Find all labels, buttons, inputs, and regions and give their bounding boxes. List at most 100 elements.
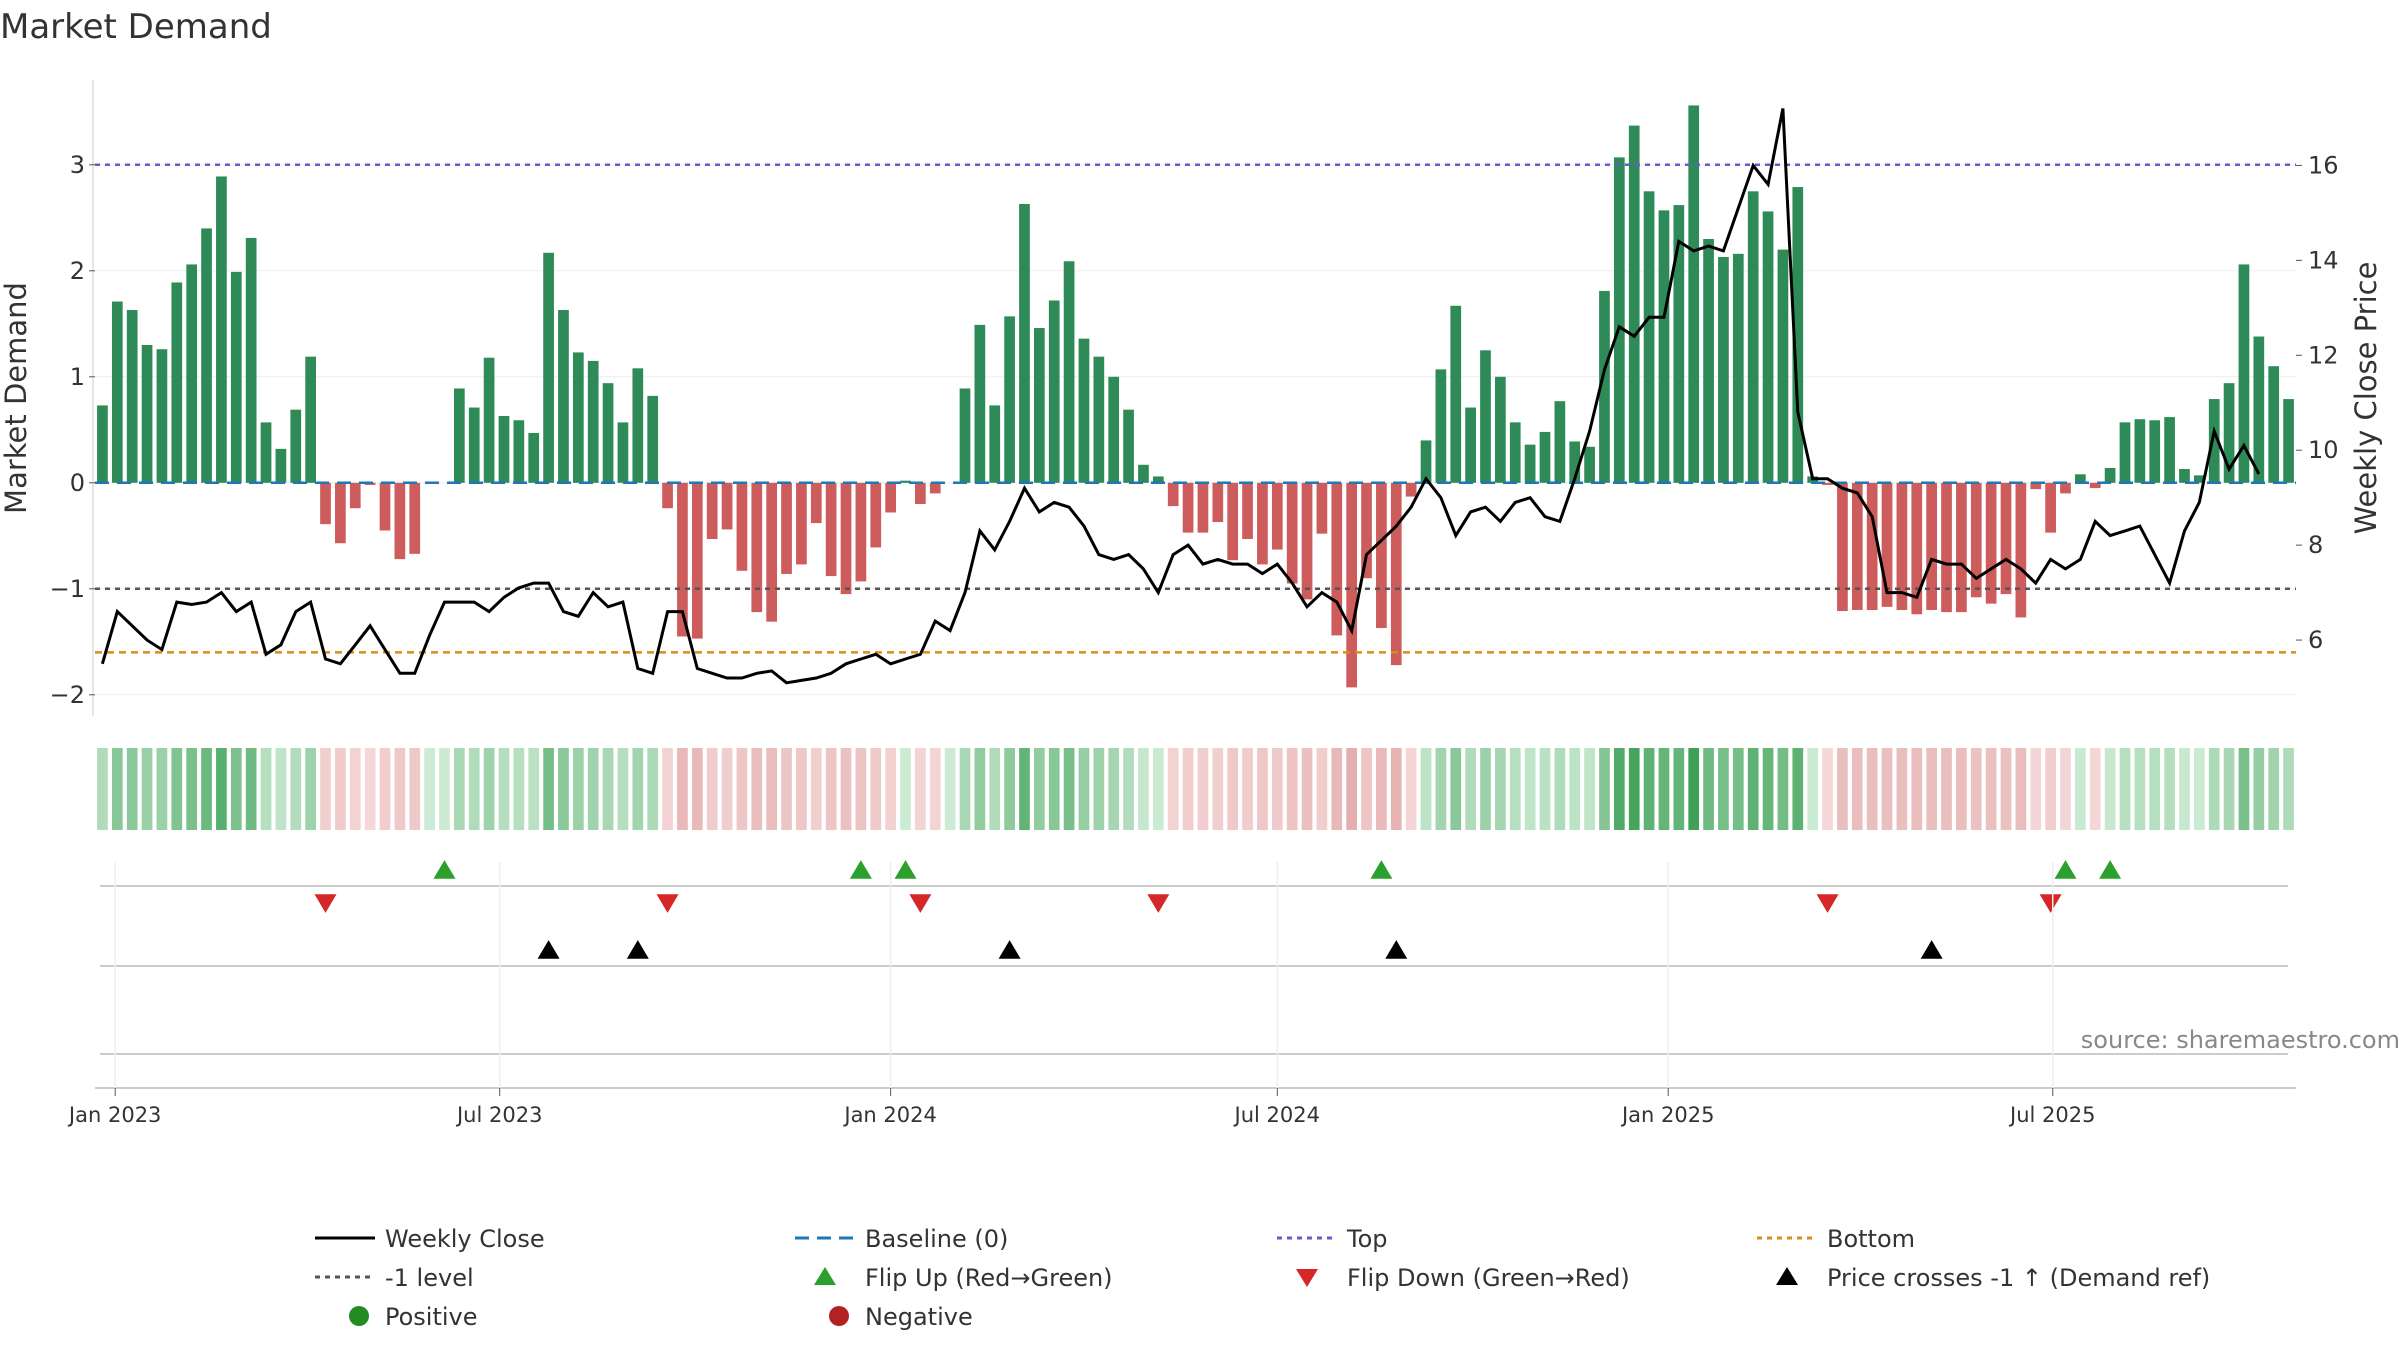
bar-positive [1420,440,1432,483]
bar-positive [2238,264,2250,483]
y2-tick-label: 10 [2308,436,2339,464]
bar-negative [1851,482,1863,610]
bar-positive [1019,204,1030,483]
x-tick-label: Jan 2025 [1620,1103,1715,1127]
bar-positive [1152,476,1164,483]
heatmap-cell [1718,748,1729,830]
y2-tick-label: 6 [2308,626,2323,654]
bar-positive [1004,316,1015,483]
bar-positive [1435,369,1447,483]
legend: Weekly Close Baseline (0) Top Bottom -1 leve… [315,1225,2210,1331]
heatmap-cell [989,748,1001,830]
bar-positive [1613,157,1625,483]
flip-up-marker [2054,860,2077,879]
heatmap-cell [1093,748,1105,830]
bar-negative [915,482,926,504]
heatmap-cell [1628,748,1640,830]
heatmap-cell [974,748,986,830]
bar-positive [1450,305,1462,483]
bar-positive [2268,366,2280,483]
heatmap-cell [721,748,733,830]
heatmap-cell [2223,748,2235,830]
bar-positive [1048,300,1060,483]
x-tick-label: Jul 2025 [2008,1103,2095,1127]
bar-negative [2045,482,2056,533]
price-cross-marker [1385,940,1408,959]
bar-negative [810,482,822,524]
heatmap-cell [186,748,198,830]
legend-label: Positive [385,1303,478,1331]
bar-positive [111,301,123,483]
bar-positive [171,282,183,483]
heatmap-cell [781,748,792,830]
heatmap-cell [602,748,614,830]
heatmap-cell [662,748,673,830]
legend-label: Top [1346,1225,1388,1253]
heatmap-cell [543,748,554,830]
bar-positive [186,264,198,483]
bar-positive [558,310,569,483]
heatmap-cell [736,748,748,830]
heatmap-cell [840,748,852,830]
demand-bars [97,105,2294,688]
heatmap-cell [260,748,272,830]
y-ticks-right: 6 8 10 12 14 16 [2296,151,2339,654]
heatmap-cell [171,748,183,830]
heatmap-cell [1078,748,1090,830]
bar-positive [1063,261,1075,483]
heatmap-cell [498,748,510,830]
bar-positive [1732,253,1744,483]
bar-negative [1911,482,1923,615]
bar-negative [1881,482,1893,607]
heatmap-cell [126,748,138,830]
bar-negative [662,482,673,509]
bar-positive [454,388,465,483]
heatmap-cell [1837,748,1848,830]
heatmap-cell [2134,748,2146,830]
bar-positive [97,405,108,483]
heatmap-cell [424,748,435,830]
bar-negative [349,482,361,509]
heatmap-cell [1033,748,1045,830]
heatmap-cell [1420,748,1432,830]
heatmap-cell [1822,748,1833,830]
heatmap-cell [1673,748,1685,830]
legend-swatch [349,1306,369,1326]
bar-negative [1197,482,1209,533]
bar-negative [1271,482,1283,550]
heatmap-cell [483,748,495,830]
heatmap-cell [2000,748,2012,830]
bar-negative [1212,482,1224,523]
bar-negative [1227,482,1239,561]
legend-label: Flip Up (Red→Green) [865,1264,1113,1292]
heatmap-cell [1346,748,1358,830]
bar-negative [2060,482,2071,494]
heatmap-cell [305,748,316,830]
heatmap-cell [1331,748,1343,830]
bar-positive [2149,420,2161,483]
heatmap-cell [2045,748,2056,830]
bar-negative [751,482,763,613]
legend-label: -1 level [385,1264,474,1292]
heatmap-cell [2089,748,2101,830]
heatmap-cell [647,748,659,830]
heatmap-cell [1390,748,1402,830]
bar-positive [245,237,257,483]
bar-negative [781,482,792,574]
flip-up-marker [433,860,456,879]
bar-positive [1465,407,1476,483]
y-axis-label: Market Demand [0,282,33,514]
bar-negative [825,482,837,577]
heatmap-cell [1480,748,1491,830]
bar-positive [1509,422,1521,483]
heatmap-cell [1450,748,1462,830]
y2-tick-label: 12 [2308,341,2339,369]
bar-negative [2000,482,2012,595]
bar-negative [1896,482,1908,610]
heatmap-cell [1956,748,1967,830]
heatmap-cell [825,748,837,830]
heatmap-cell [572,748,584,830]
heatmap-cell [1569,748,1581,830]
bar-positive [1718,257,1729,483]
heatmap-cell [1227,748,1239,830]
